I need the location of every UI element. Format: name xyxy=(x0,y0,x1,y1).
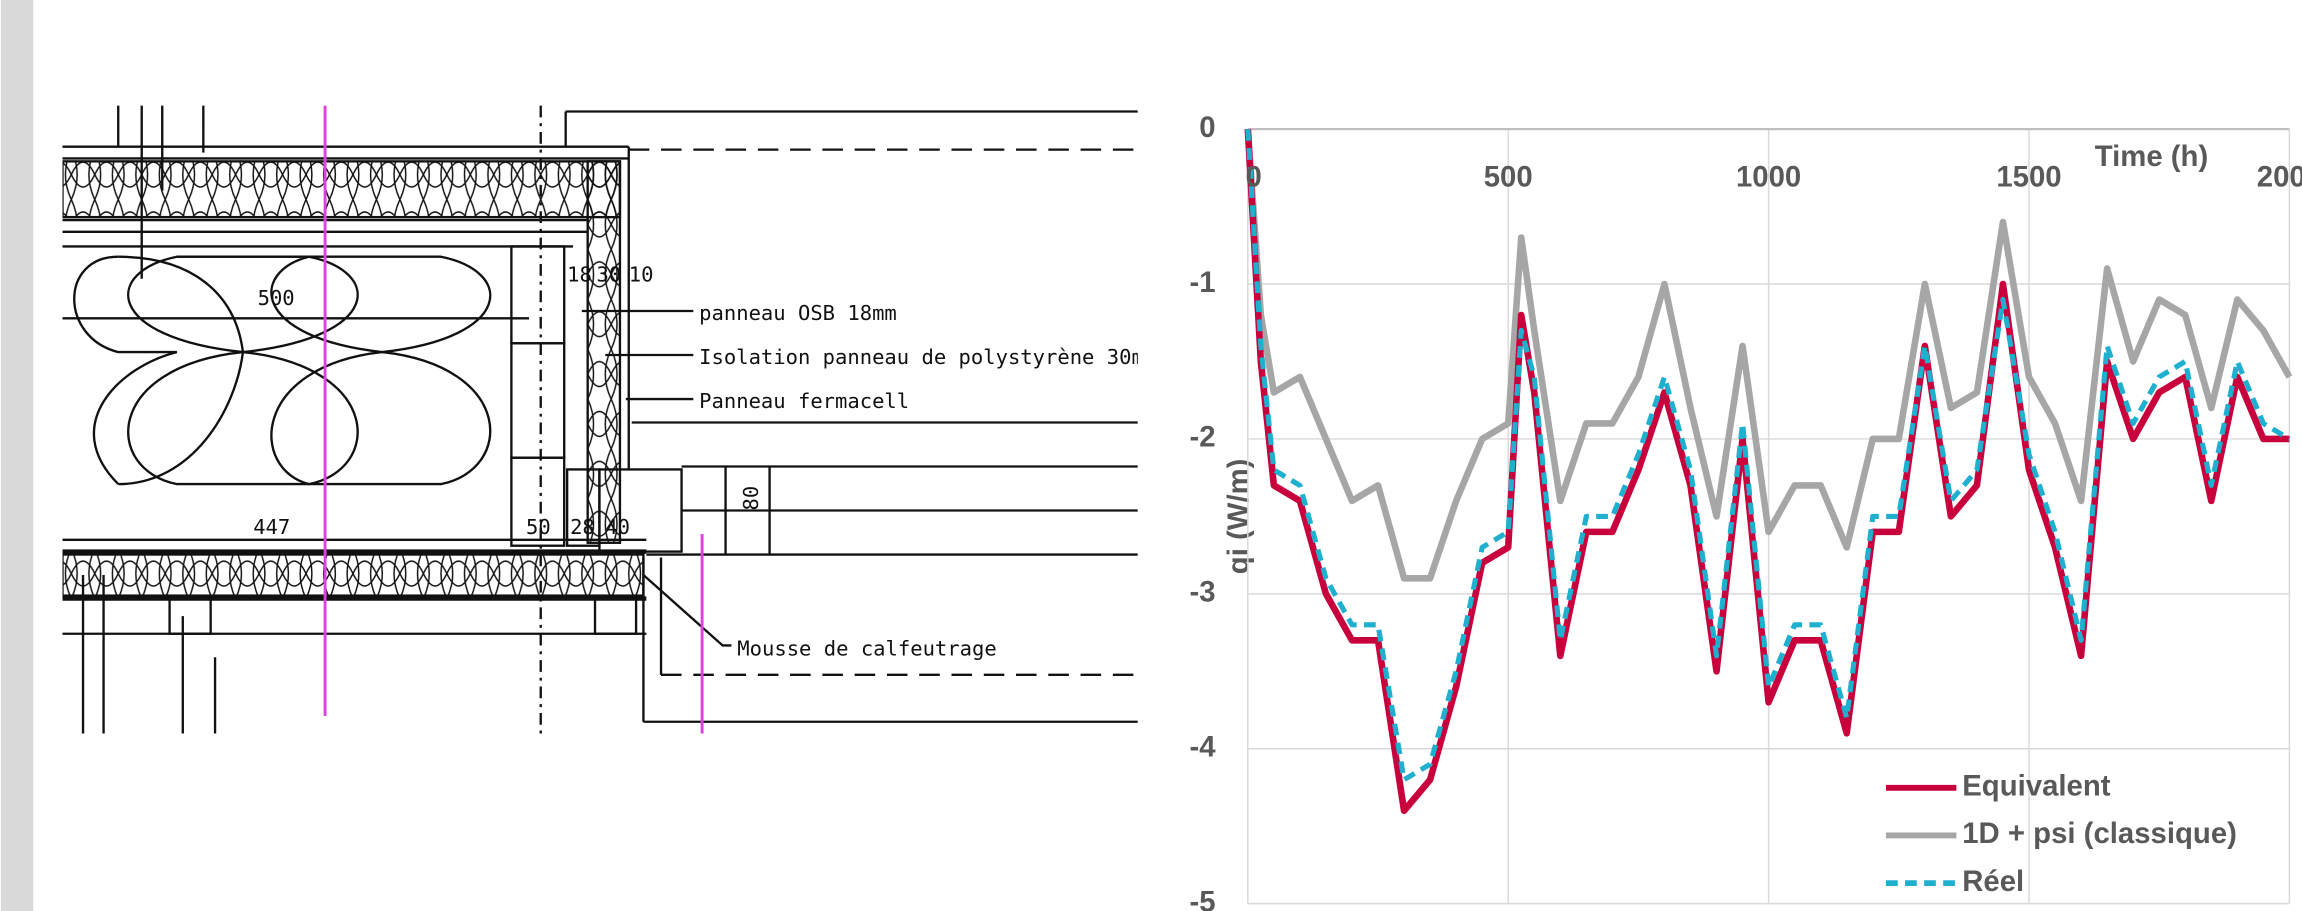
y-tick-label: -2 xyxy=(1189,421,1215,454)
callout-label: Isolation panneau de polystyrène 30m xyxy=(699,345,1144,369)
callout-label: Mousse de calfeutrage xyxy=(737,637,996,661)
callout-label: panneau OSB 18mm xyxy=(699,301,897,325)
series-line xyxy=(1244,128,2293,582)
y-tick-label: 0 xyxy=(1199,111,1215,144)
x-tick-label: 0 xyxy=(1246,161,1262,194)
technical-drawing: 500 447 18 30 10 50 28 40 80 panneau OSB… xyxy=(62,105,1144,734)
dim-label: 10 xyxy=(629,263,654,287)
y-tick-label: -1 xyxy=(1189,266,1215,299)
dim-label: 447 xyxy=(253,515,290,539)
side-strip xyxy=(0,0,34,911)
dim-label: 50 xyxy=(526,515,551,539)
legend-label: Réel xyxy=(1962,865,2024,898)
dim-label: 80 xyxy=(739,486,763,511)
x-tick-label: 1500 xyxy=(1996,161,2061,194)
x-tick-label: 2000 xyxy=(2257,161,2302,194)
x-tick-label: 500 xyxy=(1484,161,1533,194)
callout-label: Panneau fermacell xyxy=(699,389,909,413)
dim-label: 30 xyxy=(596,263,621,287)
y-axis-title: qi (W/m) xyxy=(1222,459,1255,575)
legend-label: 1D + psi (classique) xyxy=(1962,817,2237,850)
dim-label: 18 xyxy=(567,263,592,287)
x-axis-title: Time (h) xyxy=(2095,140,2209,173)
legend-label: Equivalent xyxy=(1962,770,2111,803)
y-tick-label: -3 xyxy=(1189,576,1215,609)
y-tick-label: -5 xyxy=(1189,885,1215,911)
dim-label: 28 xyxy=(570,515,595,539)
x-tick-label: 1000 xyxy=(1736,161,1801,194)
y-tick-label: -4 xyxy=(1189,731,1216,764)
chart: Time (h) qi (W/m) 0 -1 -2 -3 -4 -5 0 500 1000 150… xyxy=(1189,111,2302,911)
dim-label: 500 xyxy=(258,286,295,310)
dim-label: 40 xyxy=(605,515,630,539)
